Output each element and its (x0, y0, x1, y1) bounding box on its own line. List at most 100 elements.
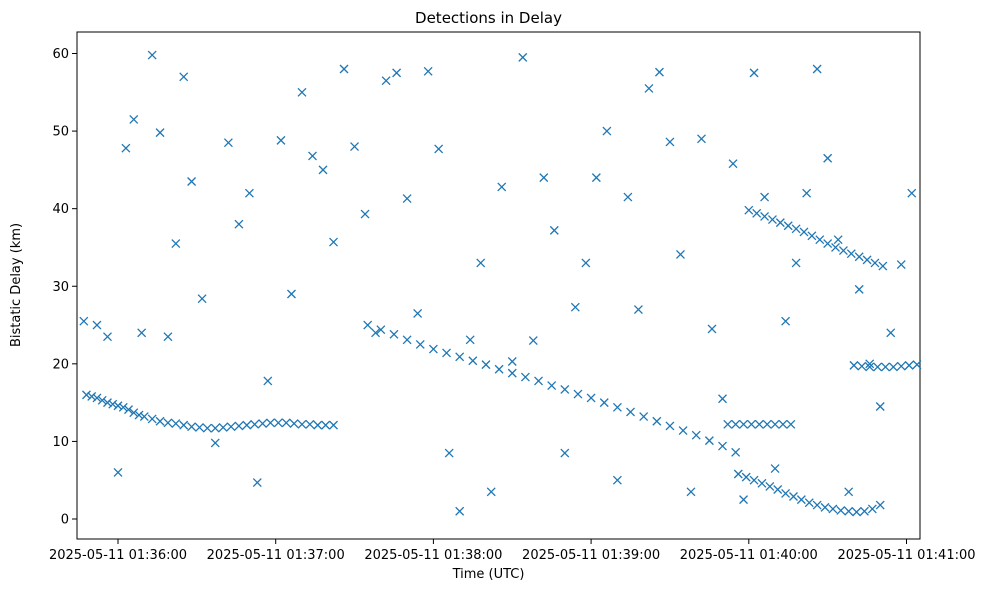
data-point (875, 500, 885, 510)
data-point (497, 182, 507, 192)
data-point (581, 258, 591, 268)
data-point (486, 487, 496, 497)
data-point (423, 66, 433, 76)
data-point (413, 308, 423, 318)
data-point (823, 239, 833, 249)
data-point (760, 211, 770, 221)
data-point (163, 418, 173, 428)
data-point (494, 364, 504, 374)
data-point (812, 64, 822, 74)
data-point (831, 242, 840, 252)
data-point (773, 485, 783, 494)
data-point (723, 419, 733, 429)
data-point (852, 507, 862, 517)
data-point (799, 227, 809, 237)
data-point (108, 399, 118, 409)
data-point (287, 289, 296, 299)
data-point (760, 192, 770, 202)
data-point (371, 328, 381, 338)
data-point (244, 188, 254, 198)
data-point (781, 316, 791, 326)
data-point (415, 339, 425, 349)
data-point (765, 481, 775, 491)
data-point (147, 414, 157, 424)
data-point (731, 419, 741, 429)
data-point (762, 419, 772, 429)
data-point (187, 177, 197, 186)
data-point (507, 357, 517, 366)
data-point (796, 495, 806, 505)
data-point (560, 448, 570, 458)
data-point (896, 361, 906, 371)
x-axis: 2025-05-11 01:36:00 2025-05-11 01:37:00 20… (49, 539, 976, 563)
data-point (318, 165, 328, 175)
plot-frame (76, 31, 921, 540)
data-point (329, 237, 338, 247)
data-point (896, 260, 906, 269)
x-tick-label: 2025-05-11 01:38:00 (364, 548, 502, 563)
data-point (147, 50, 157, 60)
data-point (704, 436, 714, 446)
data-point (802, 188, 812, 198)
data-point (867, 504, 877, 514)
data-point (171, 239, 181, 249)
data-point (218, 422, 228, 432)
data-point (741, 472, 751, 482)
data-point (539, 173, 549, 183)
data-point (242, 420, 252, 430)
data-point (757, 478, 767, 488)
data-point (87, 391, 97, 401)
data-point (733, 469, 743, 479)
y-axis: 0 10 20 30 40 50 60 (52, 47, 77, 528)
data-point (599, 398, 609, 408)
data-point (252, 478, 262, 487)
y-tick-label: 40 (52, 202, 69, 217)
data-point (468, 356, 478, 366)
data-point (308, 151, 317, 161)
data-point (139, 412, 149, 422)
data-point (865, 362, 875, 372)
data-point (428, 344, 438, 354)
data-point (728, 159, 738, 169)
y-tick-label: 50 (52, 125, 69, 140)
data-point (289, 419, 299, 429)
data-point (210, 423, 220, 433)
data-point (739, 419, 749, 429)
data-point (376, 325, 386, 335)
data-point (875, 402, 885, 411)
data-point (786, 419, 796, 429)
data-point (665, 137, 675, 147)
data-point (812, 500, 822, 510)
data-point (665, 421, 675, 431)
data-point (854, 252, 864, 262)
data-point (804, 498, 814, 508)
data-point (654, 67, 664, 77)
data-point (82, 390, 91, 400)
data-point (250, 419, 260, 429)
data-point (678, 426, 688, 436)
data-point (707, 324, 717, 334)
data-point (329, 420, 338, 430)
data-point (652, 416, 662, 426)
data-point (781, 488, 791, 498)
data-point (912, 360, 922, 370)
data-point (129, 114, 139, 124)
data-point (179, 420, 189, 430)
data-point (103, 332, 112, 342)
data-point (828, 504, 838, 514)
data-point (97, 395, 107, 405)
data-point (612, 402, 622, 412)
data-point (265, 418, 275, 428)
x-tick-label: 2025-05-11 01:39:00 (522, 548, 660, 563)
data-point (573, 389, 583, 399)
data-point (339, 64, 349, 74)
data-point (195, 422, 204, 432)
data-point (783, 221, 793, 231)
data-point (752, 208, 762, 218)
data-point (888, 362, 898, 372)
data-point (823, 153, 833, 163)
data-point (633, 305, 643, 314)
data-point (767, 215, 777, 224)
data-point (586, 393, 596, 403)
